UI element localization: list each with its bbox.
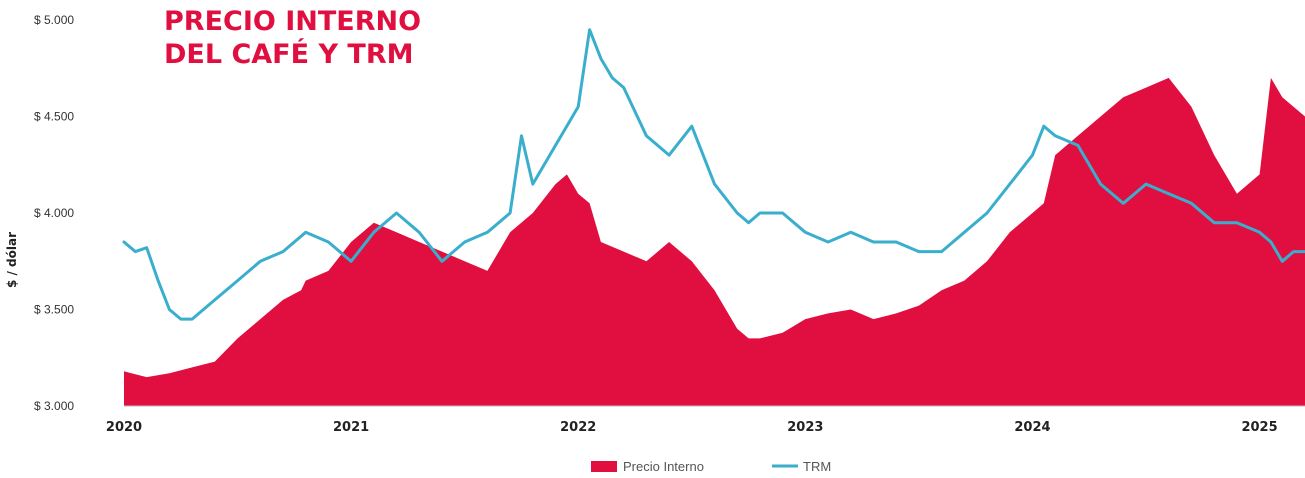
- axes: $ 3.000 $ 3.500 $ 4.000 $ 4.500 $ 5.000 2020 2…: [5, 13, 1305, 435]
- x-tick-label: 2021: [333, 420, 369, 435]
- legend-label-trm: TRM: [803, 459, 831, 474]
- plot-series: [122, 28, 1305, 407]
- y-tick-label: $ 5.000: [34, 13, 74, 27]
- x-tick-label: 2022: [560, 420, 596, 435]
- y-tick-label: $ 3.500: [34, 303, 74, 317]
- series-area-precio-interno: [124, 77, 1305, 407]
- x-tick-label: 2024: [1014, 420, 1050, 435]
- y-tick-label: $ 4.500: [34, 110, 74, 124]
- legend: Precio Interno TRM: [591, 459, 831, 474]
- x-tick-label: 2023: [787, 420, 823, 435]
- legend-label-precio-interno: Precio Interno: [623, 459, 704, 474]
- chart-title-line: DEL CAFÉ Y TRM: [164, 38, 414, 70]
- series-line-trm: [122, 28, 1305, 321]
- y-tick-label: $ 3.000: [34, 399, 74, 413]
- y-tick-label: $ 4.000: [34, 206, 74, 220]
- legend-swatch-precio-interno: [591, 461, 617, 472]
- x-tick-label: 2025: [1241, 420, 1277, 435]
- chart-title-line: PRECIO INTERNO: [164, 6, 421, 37]
- x-tick-label: 2020: [106, 420, 142, 435]
- y-axis-label: $ / dólar: [5, 232, 19, 288]
